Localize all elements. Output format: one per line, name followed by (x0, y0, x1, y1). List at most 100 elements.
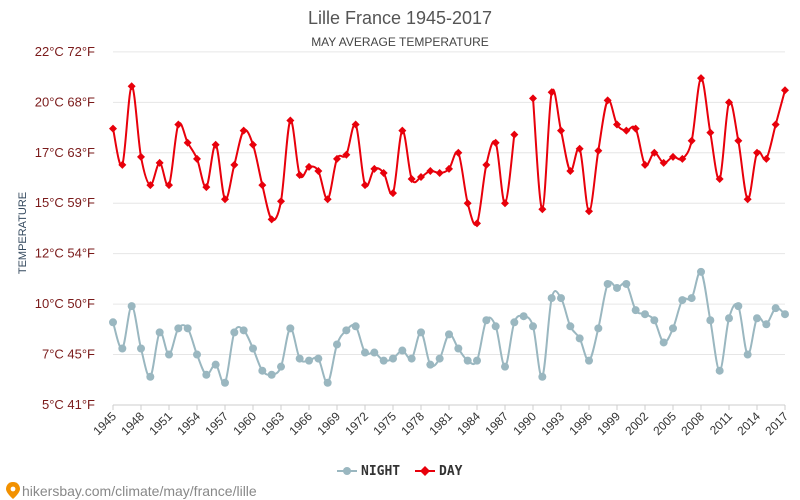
data-point-day[interactable] (510, 130, 519, 139)
data-point-night[interactable] (603, 279, 612, 288)
data-point-night[interactable] (669, 324, 677, 333)
data-point-day[interactable] (174, 120, 183, 129)
data-point-night[interactable] (146, 372, 155, 381)
data-point-day[interactable] (379, 168, 388, 177)
data-point-day[interactable] (389, 189, 397, 198)
data-point-night[interactable] (342, 326, 351, 335)
data-point-day[interactable] (435, 168, 444, 177)
data-point-night[interactable] (109, 318, 117, 327)
data-point-day[interactable] (613, 120, 621, 129)
source-attribution[interactable]: hikersbay.com/climate/may/france/lille (6, 482, 257, 499)
data-point-night[interactable] (631, 306, 640, 315)
data-point-day[interactable] (407, 175, 416, 184)
data-point-day[interactable] (529, 94, 537, 103)
data-point-night[interactable] (118, 344, 127, 353)
data-point-day[interactable] (575, 144, 584, 153)
data-point-day[interactable] (473, 219, 481, 228)
data-point-night[interactable] (183, 324, 192, 333)
data-point-day[interactable] (501, 199, 509, 208)
data-point-night[interactable] (155, 328, 164, 337)
data-point-night[interactable] (706, 316, 715, 325)
data-point-day[interactable] (445, 164, 453, 173)
data-point-night[interactable] (286, 324, 295, 333)
data-point-night[interactable] (463, 356, 472, 365)
data-point-day[interactable] (211, 140, 220, 149)
data-point-night[interactable] (501, 362, 509, 371)
data-point-day[interactable] (743, 195, 752, 204)
data-point-day[interactable] (258, 181, 267, 190)
data-point-day[interactable] (547, 88, 556, 97)
data-point-day[interactable] (650, 148, 659, 157)
data-point-day[interactable] (146, 181, 155, 190)
data-point-night[interactable] (566, 322, 575, 331)
data-point-day[interactable] (781, 86, 789, 95)
data-point-night[interactable] (529, 322, 537, 331)
data-point-day[interactable] (697, 74, 705, 83)
data-point-night[interactable] (771, 304, 780, 313)
data-point-day[interactable] (267, 215, 276, 224)
data-point-night[interactable] (743, 350, 752, 359)
data-point-day[interactable] (118, 160, 127, 169)
data-point-night[interactable] (361, 348, 369, 357)
data-point-night[interactable] (398, 346, 407, 355)
data-point-day[interactable] (295, 170, 304, 179)
data-point-night[interactable] (482, 316, 491, 325)
data-point-night[interactable] (267, 370, 276, 379)
data-point-day[interactable] (622, 126, 631, 135)
data-point-night[interactable] (575, 334, 584, 343)
data-point-night[interactable] (389, 354, 397, 363)
data-point-night[interactable] (613, 283, 621, 292)
data-point-night[interactable] (426, 360, 435, 369)
data-point-day[interactable] (286, 116, 295, 125)
data-point-day[interactable] (137, 152, 145, 161)
data-point-day[interactable] (109, 124, 117, 133)
data-point-night[interactable] (687, 294, 696, 303)
data-point-night[interactable] (519, 312, 528, 321)
legend-item-day[interactable]: DAY (415, 464, 463, 479)
data-point-day[interactable] (370, 164, 379, 173)
data-point-day[interactable] (585, 207, 593, 216)
data-point-night[interactable] (193, 350, 201, 359)
data-point-day[interactable] (753, 148, 761, 157)
data-point-night[interactable] (557, 294, 565, 303)
data-point-night[interactable] (249, 344, 257, 353)
data-point-night[interactable] (417, 328, 425, 337)
data-point-night[interactable] (762, 320, 771, 329)
data-point-night[interactable] (473, 356, 481, 365)
data-point-day[interactable] (342, 150, 351, 159)
data-point-day[interactable] (239, 126, 248, 135)
data-point-night[interactable] (538, 372, 547, 381)
data-point-night[interactable] (314, 354, 323, 363)
data-point-day[interactable] (426, 166, 435, 175)
data-point-day[interactable] (594, 146, 603, 155)
data-point-night[interactable] (211, 360, 220, 369)
data-point-day[interactable] (734, 136, 743, 145)
data-point-night[interactable] (585, 356, 593, 365)
data-point-night[interactable] (277, 362, 285, 371)
data-point-day[interactable] (482, 160, 491, 169)
data-point-night[interactable] (594, 324, 603, 333)
data-point-day[interactable] (566, 166, 575, 175)
data-point-night[interactable] (239, 326, 248, 335)
data-point-night[interactable] (445, 330, 453, 339)
data-point-day[interactable] (323, 195, 332, 204)
data-point-night[interactable] (137, 344, 145, 353)
data-point-night[interactable] (295, 354, 304, 363)
data-point-day[interactable] (631, 124, 640, 133)
data-point-day[interactable] (491, 138, 500, 147)
data-point-day[interactable] (351, 120, 360, 129)
data-point-day[interactable] (305, 162, 313, 171)
data-point-night[interactable] (641, 310, 649, 319)
data-point-day[interactable] (771, 120, 780, 129)
data-point-night[interactable] (734, 302, 743, 311)
data-point-day[interactable] (641, 160, 649, 169)
data-point-day[interactable] (454, 148, 463, 157)
data-point-day[interactable] (659, 158, 668, 167)
data-point-day[interactable] (398, 126, 407, 135)
data-point-night[interactable] (622, 279, 631, 288)
data-point-night[interactable] (510, 318, 519, 327)
data-point-day[interactable] (669, 152, 677, 161)
data-point-day[interactable] (277, 197, 285, 206)
data-point-day[interactable] (706, 128, 715, 137)
data-point-night[interactable] (165, 350, 173, 359)
